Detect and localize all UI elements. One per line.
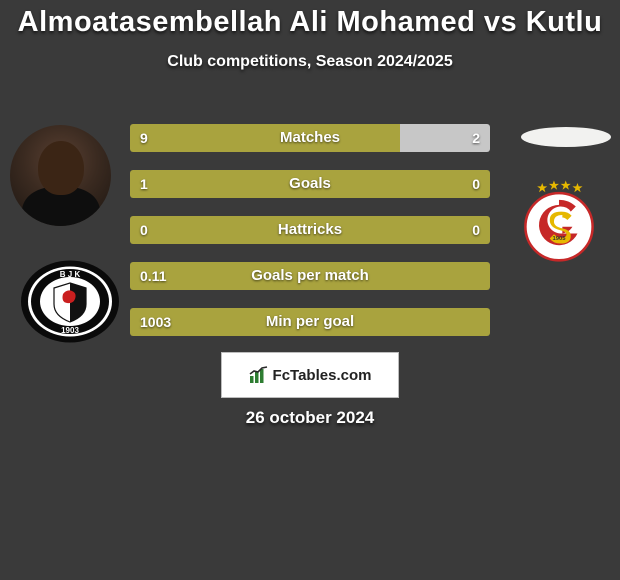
player-left-avatar — [10, 125, 111, 226]
stat-row: 10Goals — [130, 170, 490, 198]
stat-row: 92Matches — [130, 124, 490, 152]
player-right-avatar-placeholder — [521, 127, 611, 147]
stat-label: Min per goal — [130, 308, 490, 336]
svg-text:B J K: B J K — [60, 270, 81, 279]
comparison-card: Almoatasembellah Ali Mohamed vs Kutlu Cl… — [0, 0, 620, 580]
stat-row: 00Hattricks — [130, 216, 490, 244]
club-right-crest: 1905 — [517, 178, 601, 262]
stats-bars: 92Matches 10Goals 00Hattricks 0.11Goals per… — [130, 124, 490, 354]
svg-text:1905: 1905 — [552, 236, 566, 242]
snapshot-date: 26 october 2024 — [0, 408, 620, 428]
stat-label: Goals — [130, 170, 490, 198]
stat-label: Goals per match — [130, 262, 490, 290]
page-subtitle: Club competitions, Season 2024/2025 — [0, 53, 620, 71]
fctables-label: FcTables.com — [273, 367, 372, 384]
page-title: Almoatasembellah Ali Mohamed vs Kutlu — [0, 6, 620, 39]
bar-chart-icon — [249, 366, 269, 384]
stat-label: Matches — [130, 124, 490, 152]
club-left-crest: B J K 1903 — [20, 260, 120, 343]
stat-row: 0.11Goals per match — [130, 262, 490, 290]
svg-text:1903: 1903 — [61, 326, 79, 335]
fctables-badge[interactable]: FcTables.com — [221, 352, 399, 398]
stat-label: Hattricks — [130, 216, 490, 244]
stat-row: 1003Min per goal — [130, 308, 490, 336]
